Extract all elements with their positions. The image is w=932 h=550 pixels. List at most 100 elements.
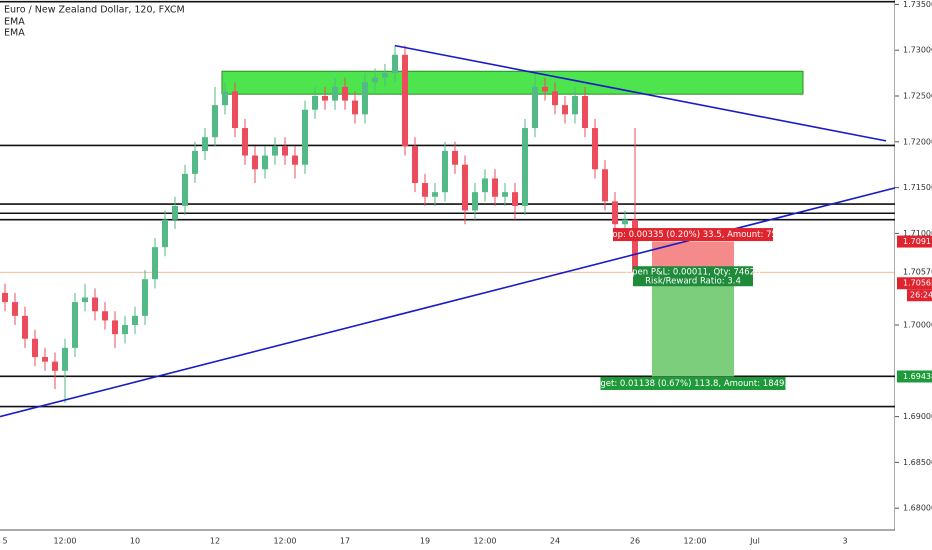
candle-body [2, 292, 8, 303]
candle-body [502, 192, 508, 197]
candle-body [382, 73, 388, 78]
x-tick-label: 5 [2, 537, 7, 546]
candle-body [342, 86, 348, 101]
candle-body [372, 77, 378, 83]
candle-body [582, 95, 588, 129]
candle-body [142, 279, 148, 316]
candle-body [492, 178, 498, 197]
x-tick-label: 12:00 [473, 537, 496, 546]
candle-body [332, 86, 338, 101]
candle-body [542, 86, 548, 92]
x-tick-label: 12:00 [273, 537, 296, 546]
price-tag-bg [897, 235, 932, 248]
candle-body [632, 219, 638, 272]
trend-line [0, 187, 895, 418]
y-tick-label: 1.73000 [903, 46, 932, 55]
y-tick-label: 1.71500 [903, 183, 932, 192]
candle-body [442, 150, 448, 193]
candle-body [12, 302, 18, 316]
candle-body [602, 169, 608, 202]
candle-body [412, 146, 418, 184]
y-tick-label: 1.72500 [903, 91, 932, 100]
candle-body [392, 54, 398, 74]
x-tick-label: 26 [630, 537, 640, 546]
candle-body [552, 91, 558, 106]
x-tick-label: 24 [550, 537, 560, 546]
candle-body [592, 128, 598, 170]
candle-body [252, 155, 258, 170]
plot: Stop: 0.00335 (0.20%) 33.5, Amount: 750 O… [0, 0, 895, 418]
candle-body [622, 219, 628, 225]
rr-label: Risk/Reward Ratio: 3.4 [645, 277, 741, 287]
candle-body [172, 205, 178, 220]
candle-body [312, 95, 318, 110]
y-tick-label: 1.68500 [903, 458, 932, 467]
price-tag-bg [897, 266, 932, 279]
candle-body [422, 183, 428, 197]
y-tick-label: 1.73500 [903, 0, 932, 9]
candle-body [432, 192, 438, 197]
stop-label-bg [613, 228, 773, 242]
candle-body [532, 86, 538, 129]
countdown-bg [907, 289, 932, 302]
candle-body [102, 311, 108, 321]
candle-body [232, 91, 238, 129]
price-tag-bg [897, 370, 932, 383]
candle-body [242, 128, 248, 156]
candle-body [122, 324, 128, 335]
candle-body [42, 357, 48, 362]
candle-body [132, 315, 138, 325]
candle-body [62, 347, 68, 371]
candle-body [152, 247, 158, 280]
target-label-bg [600, 376, 786, 390]
y-tick-label: 1.68000 [903, 504, 932, 513]
candle-body [292, 155, 298, 165]
trend-line [394, 44, 887, 142]
candle-body [302, 109, 308, 165]
x-tick-label: 10 [130, 537, 140, 546]
y-tick-label: 1.70000 [903, 320, 932, 329]
supply-zone [221, 70, 804, 95]
y-tick-label: 1.72000 [903, 137, 932, 146]
candle-body [482, 178, 488, 193]
candle-body [22, 315, 28, 339]
candle-body [52, 361, 58, 371]
candle-body [32, 338, 38, 358]
x-tick-label: 12 [210, 537, 220, 546]
candle-body [282, 146, 288, 156]
x-tick-label: 12:00 [683, 537, 706, 546]
candle-body [262, 155, 268, 170]
candle-body [272, 146, 278, 156]
stop-label: Stop: 0.00335 (0.20%) 33.5, Amount: 750 [604, 230, 783, 240]
candle-body [162, 219, 168, 248]
x-tick-label: 12:00 [53, 537, 76, 546]
candle-body [72, 302, 78, 348]
price-tag: 1.70576 [903, 268, 932, 277]
candle-body [452, 150, 458, 165]
candle-body [92, 297, 98, 312]
candle-body [362, 82, 368, 115]
candle-body [462, 164, 468, 211]
candle-body [322, 95, 328, 101]
candle-body [352, 100, 358, 115]
price-tag: 1.70565 [903, 279, 932, 288]
candle-body [112, 320, 118, 335]
x-tick-label: 17 [340, 537, 350, 546]
candle-body [522, 128, 528, 206]
candle-body [512, 192, 518, 206]
x-tick-label: Jul [749, 537, 760, 546]
candle-body [212, 105, 218, 138]
y-tick-label: 1.71000 [903, 229, 932, 238]
target-zone [652, 272, 734, 377]
x-tick-label: 19 [420, 537, 430, 546]
x-tick-label: 3 [842, 537, 847, 546]
price-tag: 1.69438 [903, 372, 932, 381]
pnl-label: Open P&L: 0.00011, Qty: 74626 [625, 268, 760, 278]
candle-body [192, 150, 198, 174]
pnl-bg [633, 266, 753, 287]
price-tag-bg [897, 277, 932, 290]
candle-body [472, 192, 478, 211]
candle-body [572, 95, 578, 115]
